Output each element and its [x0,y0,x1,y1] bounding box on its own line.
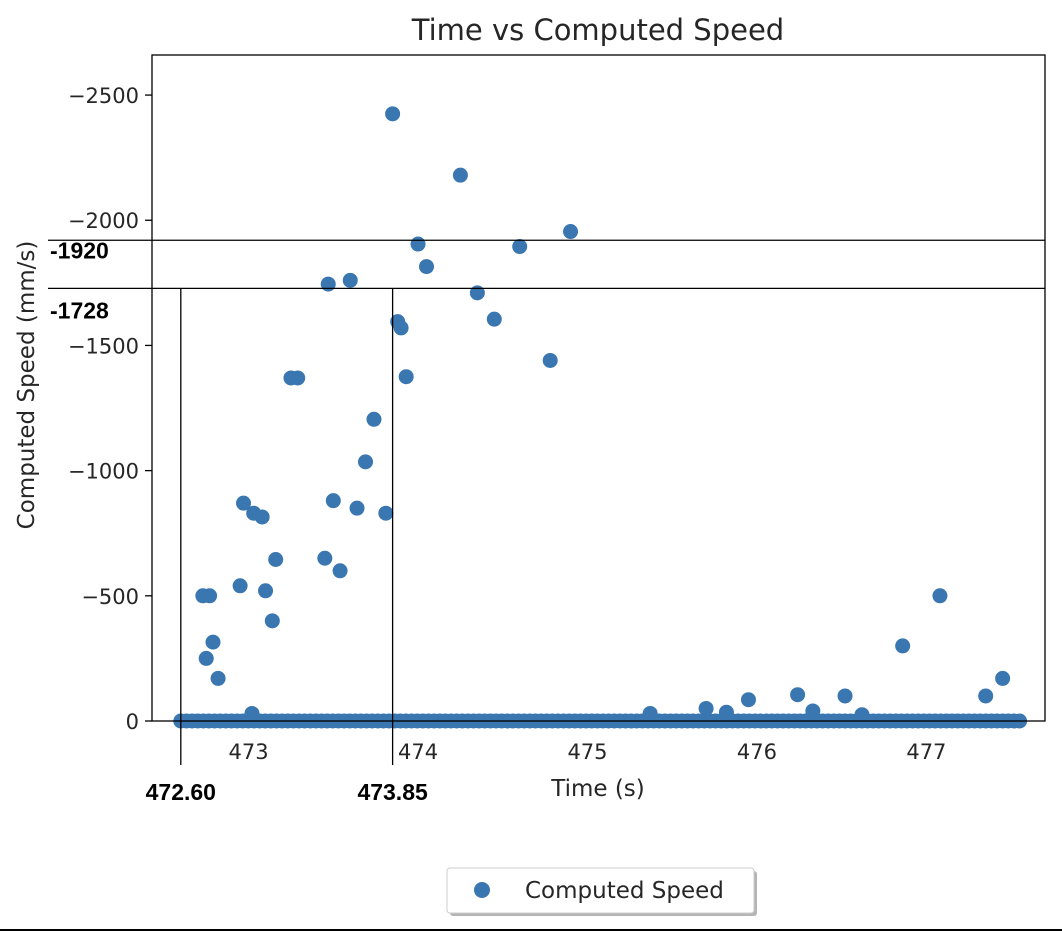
data-point [366,411,382,427]
data-point [563,224,579,240]
h-annotation-label: -1728 [50,297,109,323]
data-point [320,276,336,292]
legend-marker [474,882,490,898]
data-point [469,285,485,301]
data-point [264,613,280,629]
data-point [325,493,341,509]
data-point [398,369,414,385]
x-tick-label: 475 [567,740,607,764]
legend-label: Computed Speed [525,878,724,904]
v-annotation-label: 472.60 [146,779,216,805]
chart-title: Time vs Computed Speed [411,13,784,47]
data-point [342,272,358,288]
data-point [995,670,1011,686]
x-tick-label: 477 [906,740,946,764]
data-point [393,320,409,336]
data-point [236,495,252,511]
legend-box [446,867,755,914]
data-point [805,703,821,719]
data-point [642,705,658,721]
y-tick-label: −1500 [68,334,139,358]
y-tick-label: 0 [126,710,139,734]
x-tick-label: 474 [398,740,438,764]
y-axis-label: Computed Speed (mm/s) [14,241,40,530]
y-tick-label: −2000 [68,209,139,233]
data-point [258,583,274,599]
data-point [718,704,734,720]
data-point [210,670,226,686]
data-point [790,687,806,703]
data-point [202,588,218,604]
data-point [254,509,270,525]
y-tick-label: −500 [81,585,139,609]
y-tick-label: −2500 [68,84,139,108]
data-point [317,550,333,566]
data-point [978,688,994,704]
data-point [512,239,528,255]
data-point [349,500,365,516]
data-point [419,259,435,275]
x-axis-label: Time (s) [550,776,645,802]
annotation-layer: -1920 -1728 472.60 473.85 [48,237,1045,805]
data-point [244,705,260,721]
y-tick-label: −1000 [68,460,139,484]
data-point [290,370,306,386]
h-annotation-label: -1920 [50,237,109,263]
legend: Computed Speed [446,867,757,916]
data-point [410,236,426,252]
data-point [205,634,221,650]
data-point [198,650,214,666]
data-point [854,707,870,723]
data-point [895,638,911,654]
data-point [542,352,558,368]
data-point [837,688,853,704]
data-point [332,563,348,579]
data-point [740,692,756,708]
data-point [486,311,502,327]
data-point [698,700,714,716]
x-tick-label: 476 [737,740,777,764]
data-point [358,454,374,470]
data-point [268,552,284,568]
data-point [232,578,248,594]
plot-frame [151,54,1046,722]
data-point [385,106,401,122]
data-point [932,588,948,604]
v-annotation-label: 473.85 [357,779,428,805]
data-point [452,167,468,183]
x-tick-label: 473 [229,740,269,764]
plot-area: 0 −500 −1000 −1500 −2000 −2500 473 474 475 476 477 [68,84,1028,764]
data-point [378,505,394,521]
